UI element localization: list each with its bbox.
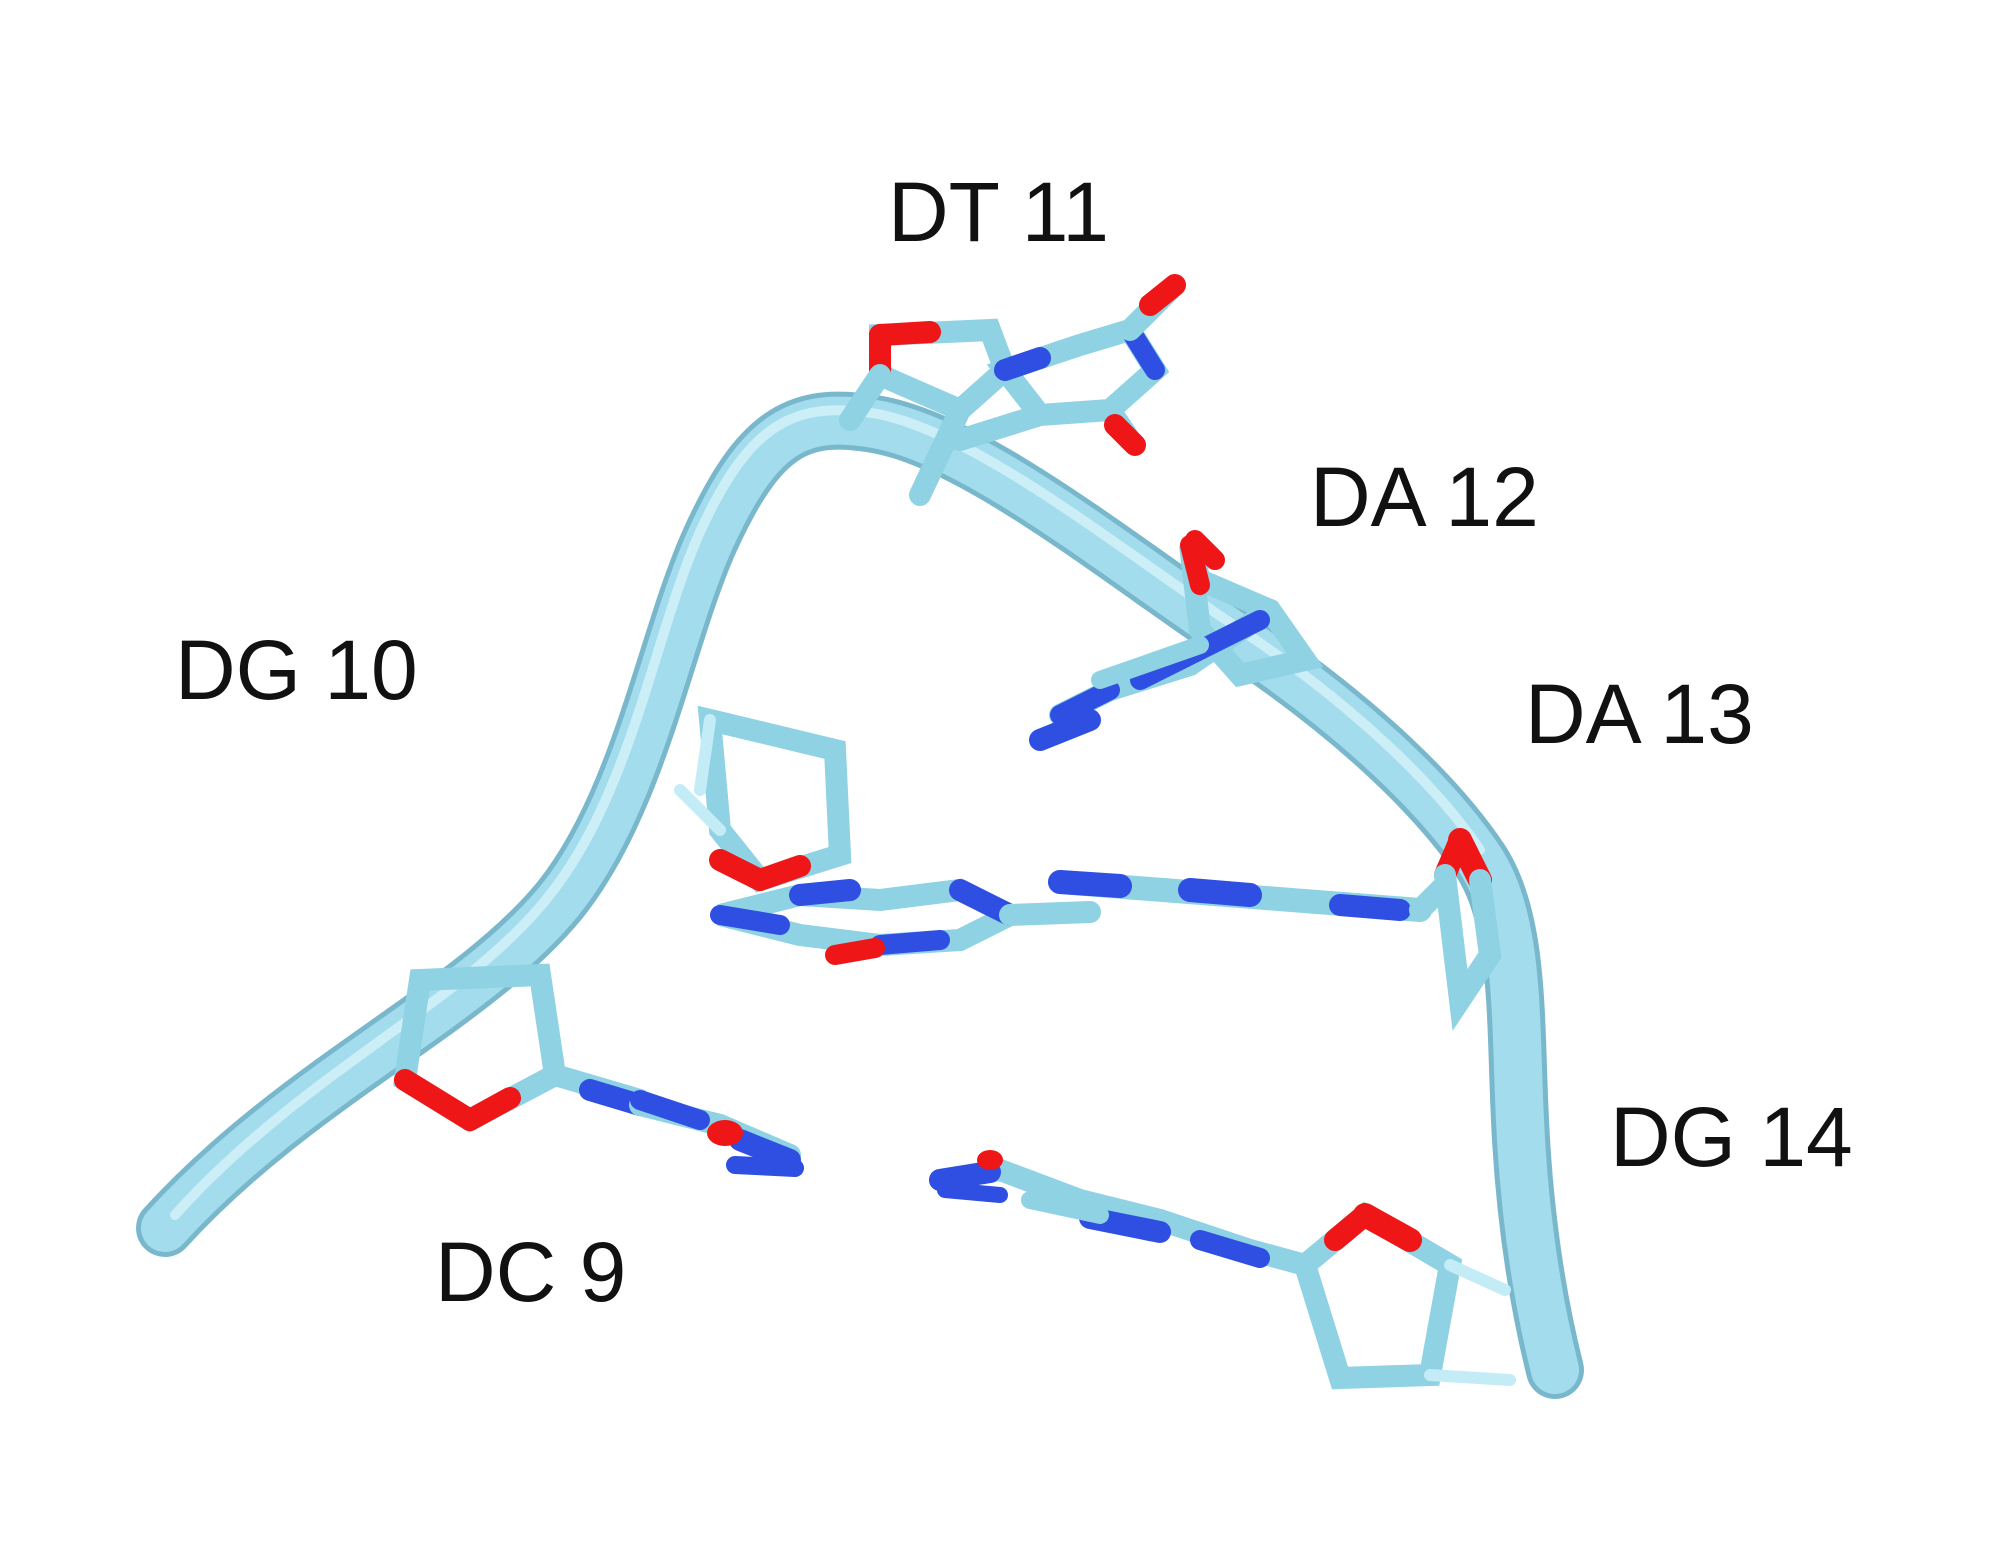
residue-dc9-sticks [393,963,804,1177]
residue-label-dg10: DG 10 [175,623,418,717]
residue-label-da12: DA 12 [1310,450,1539,544]
residue-dg10-sticks [674,705,1101,965]
residue-dg14-sticks [929,1150,1516,1390]
residue-da12-sticks [1029,530,1324,751]
residue-dt11-sticks [839,274,1186,506]
residue-label-dg14: DG 14 [1610,1090,1853,1184]
residue-da13-sticks [1048,828,1502,1031]
residue-label-da13: DA 13 [1525,667,1754,761]
residue-label-dt11: DT 11 [888,165,1109,259]
residue-label-dc9: DC 9 [435,1225,627,1319]
